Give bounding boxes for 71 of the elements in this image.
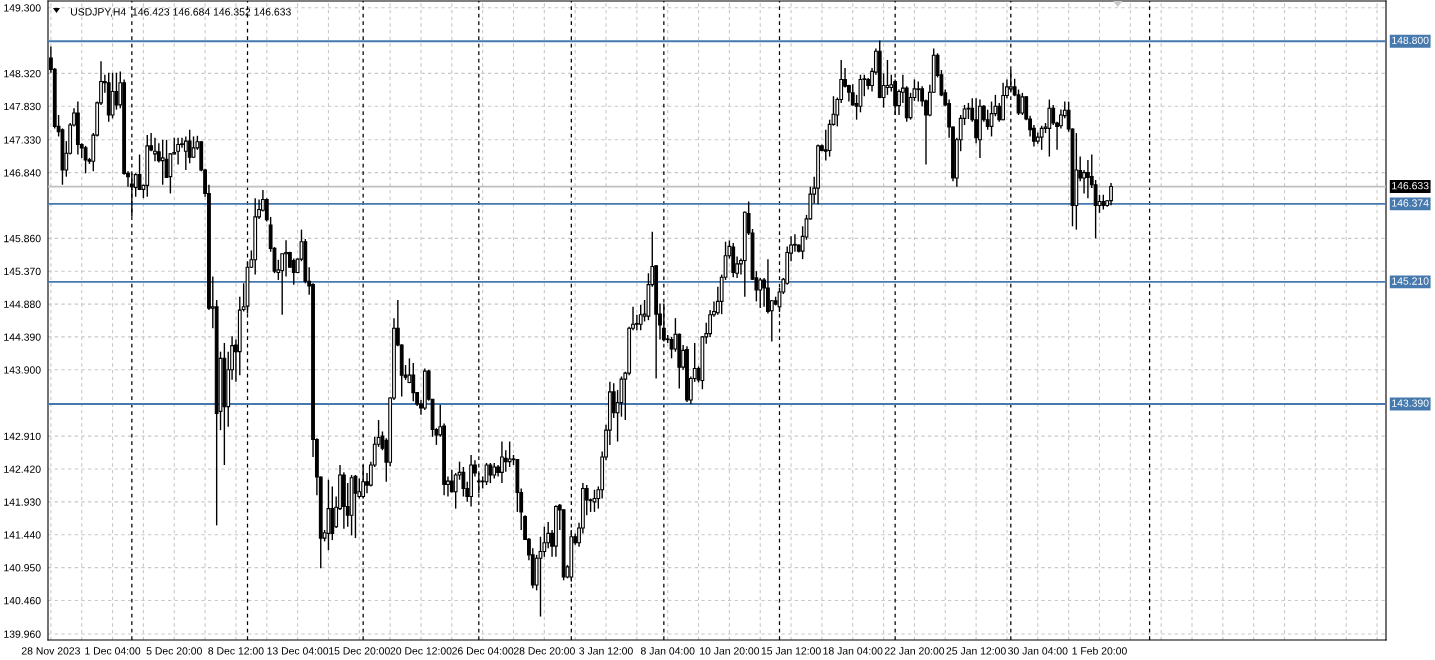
candlestick <box>110 72 115 120</box>
x-tick-label: 1 Dec 04:00 <box>85 647 141 655</box>
x-tick-label: 20 Dec 12:00 <box>390 647 452 655</box>
y-tick-label: 140.950 <box>4 564 41 572</box>
x-tick-label: 28 Dec 20:00 <box>513 647 575 655</box>
ref-line-label: 146.633 <box>1392 181 1429 190</box>
ref-line-label: 143.390 <box>1392 399 1429 407</box>
y-tick-label: 141.440 <box>4 531 41 539</box>
y-tick-label: 142.420 <box>4 465 41 473</box>
x-tick-label: 10 Jan 20:00 <box>700 647 760 655</box>
y-tick-label: 147.330 <box>4 136 41 144</box>
candlestick <box>1020 92 1025 116</box>
ref-line-label: 148.800 <box>1392 36 1429 45</box>
y-tick-label: 144.390 <box>4 333 41 341</box>
ref-line-label: 146.374 <box>1392 199 1429 207</box>
candlestick <box>484 462 489 486</box>
x-tick-label: 28 Nov 2023 <box>21 647 80 655</box>
y-tick-label: 143.900 <box>4 366 41 374</box>
candlestick <box>183 135 188 171</box>
candlestick <box>974 97 979 144</box>
y-tick-label: 140.460 <box>4 596 41 605</box>
y-tick-label: 144.880 <box>4 300 41 308</box>
y-tick-label: 145.370 <box>4 267 41 276</box>
x-tick-label: 3 Jan 12:00 <box>579 647 633 655</box>
candlestick <box>1051 104 1056 126</box>
x-tick-label: 30 Jan 04:00 <box>1008 647 1068 655</box>
x-tick-label: 25 Jan 12:00 <box>946 647 1006 655</box>
candlestick <box>191 135 196 159</box>
y-tick-label: 145.860 <box>4 234 41 243</box>
candlestick <box>503 449 508 473</box>
candlestick <box>160 139 165 186</box>
candlestick <box>507 440 512 468</box>
candlestick <box>1093 179 1098 240</box>
x-tick-label: 5 Dec 20:00 <box>146 647 202 655</box>
y-tick-label: 147.830 <box>4 102 41 111</box>
candlestick <box>137 153 142 191</box>
candlestick <box>1109 182 1113 207</box>
y-tick-label: 141.930 <box>4 498 41 506</box>
candlestick <box>500 440 504 484</box>
text: USDJPY,H4 146.423 146.684 146.352 146.633 <box>71 8 291 17</box>
x-tick-label: 26 Dec 04:00 <box>452 647 514 655</box>
x-tick-label: 15 Dec 20:00 <box>329 647 390 655</box>
candlestick <box>353 474 358 539</box>
candlestick <box>284 239 288 278</box>
candlestick <box>1047 98 1052 158</box>
y-tick-label: 146.840 <box>4 169 41 177</box>
candlestick <box>916 80 921 103</box>
ref-line-label: 145.210 <box>1392 277 1429 285</box>
x-tick-label: 15 Jan 12:00 <box>761 647 821 655</box>
y-tick-label: 148.320 <box>4 69 41 78</box>
y-tick-label: 149.300 <box>4 4 41 12</box>
x-tick-label: 8 Dec 12:00 <box>208 647 264 655</box>
x-tick-label: 1 Feb 20:00 <box>1072 646 1127 655</box>
x-tick-label: 13 Dec 04:00 <box>267 647 329 655</box>
candlestick <box>985 108 990 131</box>
x-tick-label: 18 Jan 04:00 <box>823 647 883 655</box>
candlestick <box>638 304 643 331</box>
candlestick <box>83 145 88 175</box>
candlestick <box>793 233 797 253</box>
x-tick-label: 8 Jan 04:00 <box>640 647 695 655</box>
candlestick <box>411 362 416 402</box>
candlestick <box>538 536 543 618</box>
candlestick <box>1086 159 1090 199</box>
candlestick <box>153 137 157 162</box>
x-tick-label: 22 Jan 20:00 <box>884 647 945 655</box>
candlestick <box>592 489 597 513</box>
y-tick-label: 142.910 <box>4 432 41 441</box>
candlestick <box>461 466 466 498</box>
y-tick-label: 139.960 <box>4 630 41 638</box>
candlestick <box>176 137 181 166</box>
candlestick <box>758 277 763 309</box>
